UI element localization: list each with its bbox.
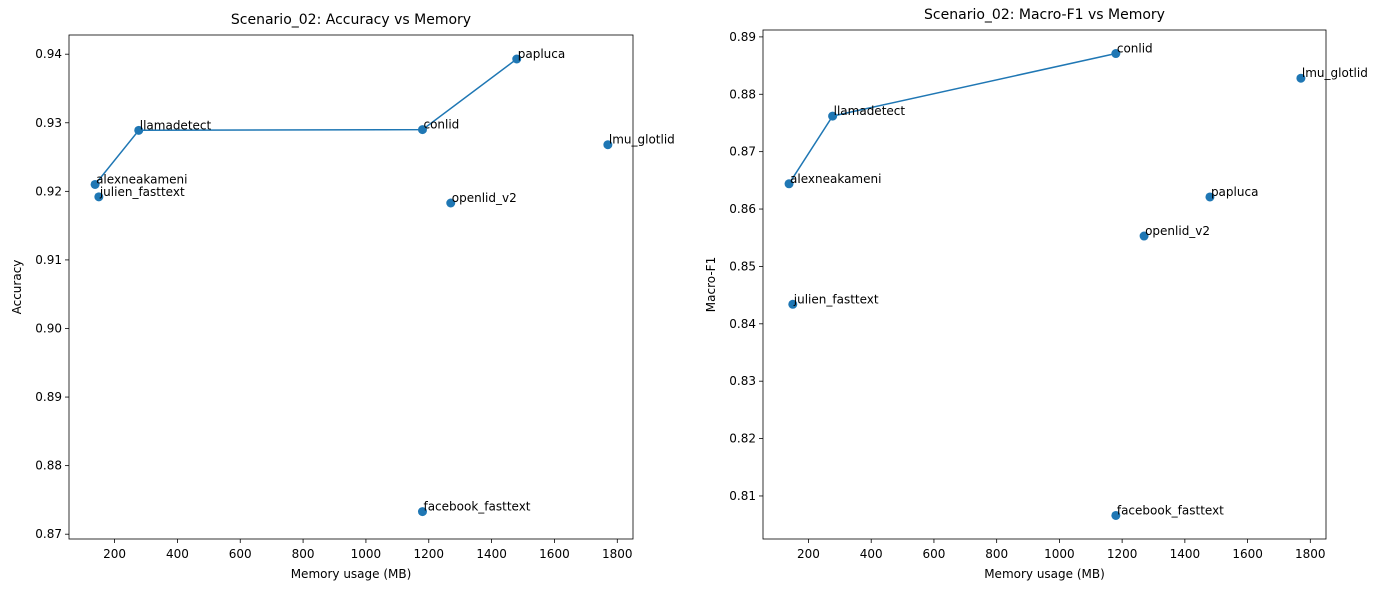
point-label-julien_fasttext: julien_fasttext	[99, 185, 185, 199]
axes-frame	[68, 34, 634, 540]
y-tick-label: 0.86	[729, 202, 756, 216]
x-tick-label: 600	[922, 547, 945, 561]
x-axis-label: Memory usage (MB)	[291, 567, 412, 581]
point-label-papluca: papluca	[1211, 185, 1258, 199]
y-tick-label: 0.87	[35, 527, 62, 541]
x-tick-label: 600	[229, 547, 252, 561]
point-label-conlid: conlid	[423, 118, 459, 132]
y-tick-label: 0.85	[729, 259, 756, 273]
point-label-lmu_glotlid: lmu_glotlid	[609, 133, 675, 147]
point-label-julien_fasttext: julien_fasttext	[793, 292, 879, 306]
point-label-facebook_fasttext: facebook_fasttext	[423, 500, 530, 514]
y-tick-label: 0.82	[729, 432, 756, 446]
y-tick-label: 0.88	[729, 87, 756, 101]
point-alexneakameni	[90, 179, 100, 189]
x-tick-label: 1800	[1295, 547, 1326, 561]
y-tick-label: 0.90	[35, 321, 62, 335]
x-tick-label: 800	[985, 547, 1008, 561]
point-label-alexneakameni: alexneakameni	[96, 172, 187, 186]
y-tick-label: 0.87	[729, 145, 756, 159]
x-tick-label: 1000	[1044, 547, 1075, 561]
y-tick-label: 0.89	[729, 30, 756, 44]
point-conlid	[417, 125, 427, 135]
x-tick-label: 1400	[476, 547, 507, 561]
x-tick-label: 400	[860, 547, 883, 561]
y-tick-label: 0.93	[35, 116, 62, 130]
point-openlid_v2	[1139, 231, 1149, 241]
x-tick-label: 1200	[1107, 547, 1138, 561]
chart-1: Scenario_02: Accuracy vs Memory 200 400 600…	[10, 12, 675, 581]
x-tick-label: 800	[292, 547, 315, 561]
point-label-llamadetect: llamadetect	[140, 118, 212, 132]
y-axis-label: Accuracy	[10, 260, 24, 315]
y-tick-label: 0.89	[35, 390, 62, 404]
point-label-lmu_glotlid: lmu_glotlid	[1302, 66, 1368, 80]
axes-frame	[762, 29, 1327, 540]
y-tick-label: 0.88	[35, 459, 62, 473]
point-conlid	[1111, 49, 1121, 59]
point-lmu_glotlid	[603, 140, 613, 150]
point-label-openlid_v2: openlid_v2	[452, 191, 517, 205]
x-tick-label: 1800	[602, 547, 633, 561]
point-openlid_v2	[446, 198, 456, 208]
point-label-conlid: conlid	[1117, 42, 1153, 56]
x-tick-label: 200	[103, 547, 126, 561]
point-label-alexneakameni: alexneakameni	[790, 172, 881, 186]
point-lmu_glotlid	[1296, 73, 1306, 83]
point-label-openlid_v2: openlid_v2	[1145, 224, 1210, 238]
x-axis-label: Memory usage (MB)	[984, 567, 1105, 581]
x-tick-label: 1400	[1170, 547, 1201, 561]
x-tick-label: 1200	[413, 547, 444, 561]
point-label-facebook_fasttext: facebook_fasttext	[1117, 503, 1224, 517]
frontier-line	[94, 58, 518, 185]
y-axis-label: Macro-F1	[704, 257, 718, 312]
chart-2: Scenario_02: Macro-F1 vs Memory 200 400 600…	[704, 7, 1368, 581]
frontier-line	[788, 52, 1117, 185]
x-tick-label: 1600	[539, 547, 570, 561]
point-facebook_fasttext	[1111, 510, 1121, 520]
point-julien_fasttext	[788, 299, 798, 309]
y-tick-label: 0.94	[35, 47, 62, 61]
y-tick-label: 0.81	[729, 489, 756, 503]
point-facebook_fasttext	[417, 507, 427, 517]
point-label-papluca: papluca	[518, 47, 565, 61]
x-tick-label: 1000	[351, 547, 382, 561]
point-alexneakameni	[784, 179, 794, 189]
chart-title: Scenario_02: Macro-F1 vs Memory	[924, 7, 1165, 23]
point-papluca	[1205, 192, 1215, 202]
point-label-llamadetect: llamadetect	[834, 104, 906, 118]
chart-title: Scenario_02: Accuracy vs Memory	[231, 12, 471, 28]
point-julien_fasttext	[94, 192, 104, 202]
x-tick-label: 1600	[1232, 547, 1263, 561]
x-tick-label: 400	[166, 547, 189, 561]
y-tick-label: 0.91	[35, 253, 62, 267]
point-llamadetect	[134, 125, 144, 135]
y-tick-label: 0.84	[729, 317, 756, 331]
y-tick-label: 0.83	[729, 374, 756, 388]
point-llamadetect	[828, 111, 838, 121]
point-papluca	[512, 54, 522, 64]
y-tick-label: 0.92	[35, 184, 62, 198]
x-tick-label: 200	[797, 547, 820, 561]
